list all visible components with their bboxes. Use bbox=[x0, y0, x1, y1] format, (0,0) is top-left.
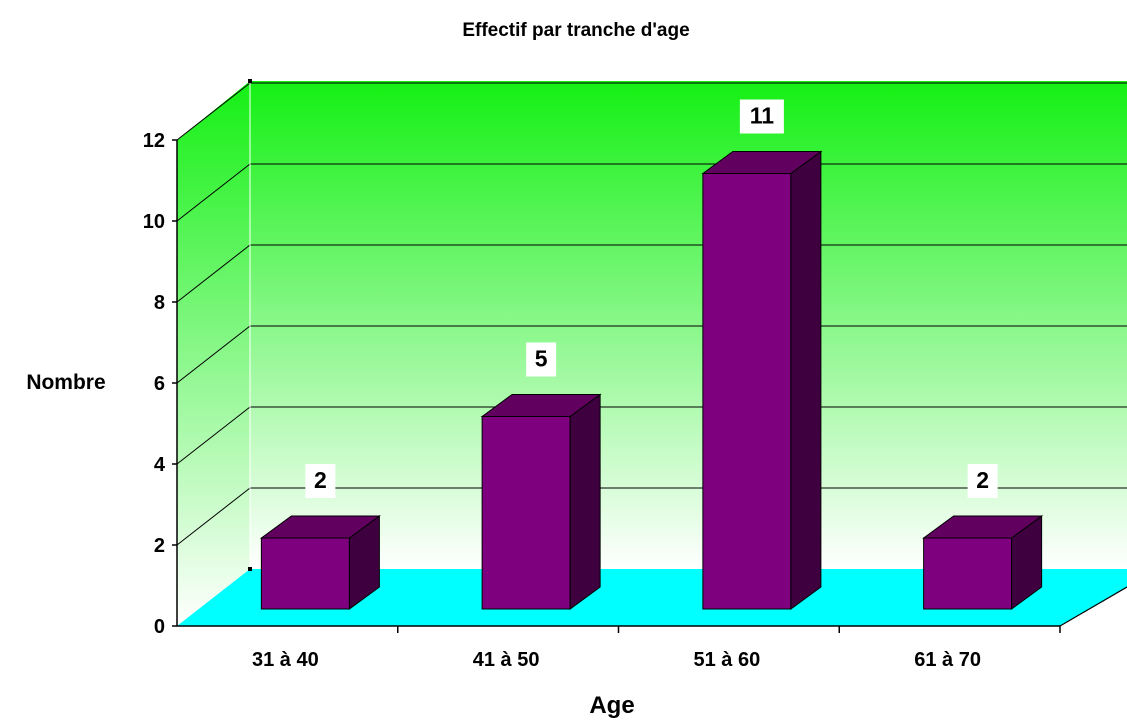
floor-edge-line bbox=[1059, 586, 1127, 627]
x-tick-label: 61 à 70 bbox=[914, 649, 981, 671]
data-label: 11 bbox=[750, 103, 775, 129]
bar-front bbox=[702, 173, 792, 610]
bar-front bbox=[481, 416, 571, 610]
data-label: 5 bbox=[535, 346, 548, 372]
bar bbox=[701, 150, 823, 610]
corner-marker bbox=[248, 79, 252, 83]
x-tick-label: 31 à 40 bbox=[252, 649, 319, 671]
chart-title: Effectif par tranche d'age bbox=[462, 20, 689, 41]
y-tick-label: 8 bbox=[154, 292, 165, 314]
gridline-diagonal bbox=[176, 487, 251, 546]
gridline-diagonal bbox=[176, 163, 251, 222]
bar-top bbox=[922, 515, 1044, 539]
bar bbox=[922, 515, 1044, 610]
bar-front bbox=[923, 537, 1013, 610]
y-tick-label: 12 bbox=[143, 130, 165, 152]
bar bbox=[259, 515, 381, 610]
side-wall bbox=[177, 81, 250, 626]
bar-top bbox=[259, 515, 381, 539]
y-tick-label: 10 bbox=[143, 211, 165, 233]
y-tick-label: 4 bbox=[154, 454, 166, 476]
gridline-diagonal bbox=[176, 406, 251, 465]
data-label-background bbox=[967, 464, 998, 498]
bar-front bbox=[260, 537, 350, 610]
y-axis-label: Nombre bbox=[26, 371, 105, 394]
y-tick-label: 2 bbox=[154, 535, 165, 557]
data-label-background bbox=[305, 464, 336, 498]
gridline-diagonal bbox=[176, 244, 251, 303]
data-label: 2 bbox=[976, 467, 989, 493]
floor bbox=[177, 569, 1127, 626]
gridline-diagonal bbox=[176, 82, 251, 141]
bar bbox=[480, 393, 602, 610]
corner-marker bbox=[248, 567, 252, 571]
bar-side bbox=[790, 150, 822, 610]
bar-side bbox=[569, 393, 601, 610]
gridline-diagonal bbox=[176, 325, 251, 384]
x-axis-label: Age bbox=[589, 692, 634, 719]
y-tick-label: 0 bbox=[154, 616, 165, 638]
x-tick-label: 41 à 50 bbox=[473, 649, 540, 671]
data-label: 2 bbox=[314, 467, 327, 493]
bar-top bbox=[701, 151, 823, 174]
data-label-background bbox=[526, 342, 557, 377]
bar-top bbox=[480, 394, 602, 417]
data-label-background bbox=[739, 99, 784, 134]
x-tick-label: 51 à 60 bbox=[694, 649, 761, 671]
y-tick-label: 6 bbox=[154, 373, 165, 395]
